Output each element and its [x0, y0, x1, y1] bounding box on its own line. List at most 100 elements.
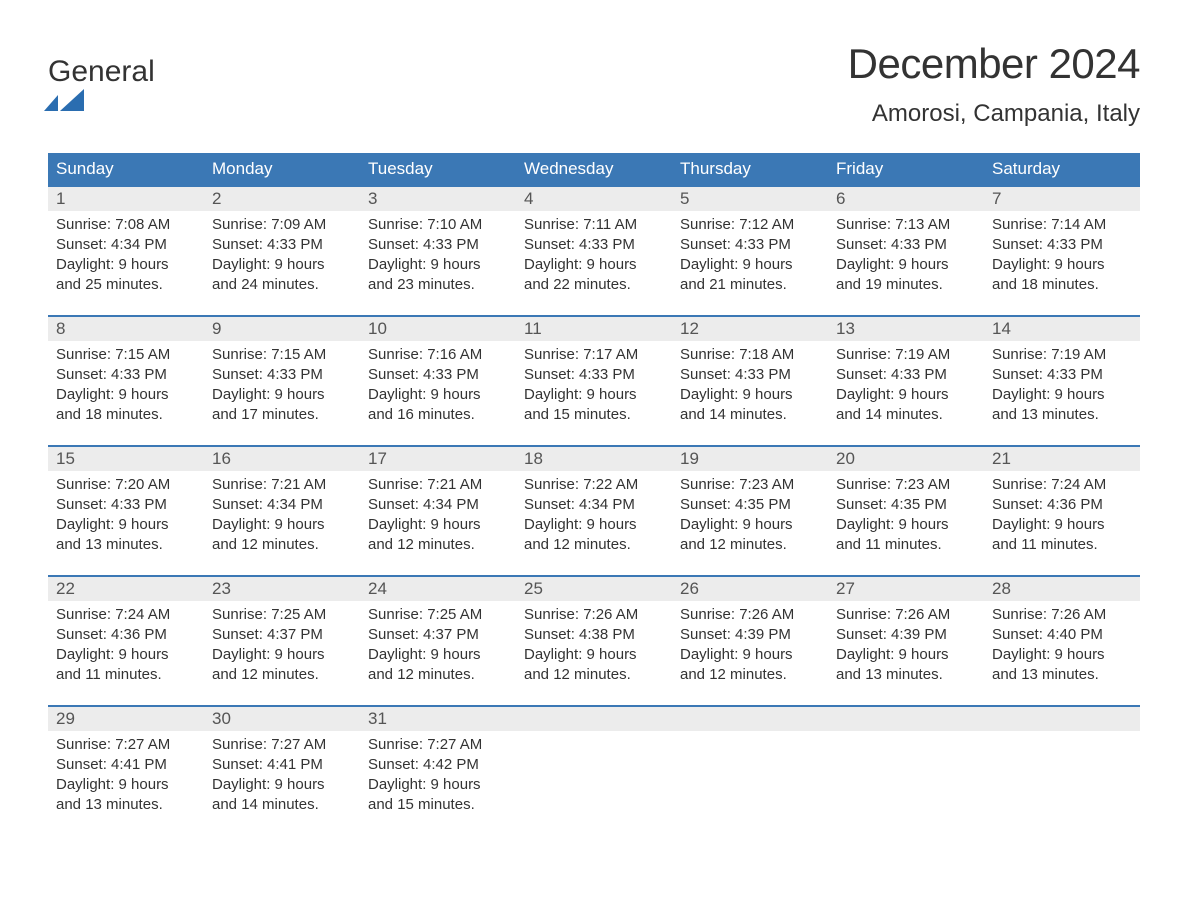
day-number: 17 [360, 447, 516, 471]
day-number: 3 [360, 187, 516, 211]
day-daylight2: and 25 minutes. [56, 275, 196, 295]
day-cell: 1Sunrise: 7:08 AMSunset: 4:34 PMDaylight… [48, 187, 204, 315]
day-daylight1: Daylight: 9 hours [368, 255, 508, 275]
day-content: Sunrise: 7:18 AMSunset: 4:33 PMDaylight:… [672, 341, 828, 426]
day-cell: 14Sunrise: 7:19 AMSunset: 4:33 PMDayligh… [984, 317, 1140, 445]
day-daylight1: Daylight: 9 hours [992, 385, 1132, 405]
weeks-container: 1Sunrise: 7:08 AMSunset: 4:34 PMDaylight… [48, 185, 1140, 835]
day-content: Sunrise: 7:13 AMSunset: 4:33 PMDaylight:… [828, 211, 984, 296]
day-cell: 29Sunrise: 7:27 AMSunset: 4:41 PMDayligh… [48, 707, 204, 835]
day-daylight1: Daylight: 9 hours [836, 515, 976, 535]
day-daylight2: and 15 minutes. [524, 405, 664, 425]
day-sunset: Sunset: 4:39 PM [680, 625, 820, 645]
weekday-header: Tuesday [360, 153, 516, 185]
day-sunrise: Sunrise: 7:26 AM [524, 605, 664, 625]
day-content: Sunrise: 7:25 AMSunset: 4:37 PMDaylight:… [204, 601, 360, 686]
day-sunrise: Sunrise: 7:26 AM [680, 605, 820, 625]
day-cell: 22Sunrise: 7:24 AMSunset: 4:36 PMDayligh… [48, 577, 204, 705]
day-cell: 5Sunrise: 7:12 AMSunset: 4:33 PMDaylight… [672, 187, 828, 315]
day-content: Sunrise: 7:26 AMSunset: 4:38 PMDaylight:… [516, 601, 672, 686]
day-sunrise: Sunrise: 7:20 AM [56, 475, 196, 495]
day-number: 12 [672, 317, 828, 341]
day-sunset: Sunset: 4:33 PM [212, 235, 352, 255]
day-cell: 13Sunrise: 7:19 AMSunset: 4:33 PMDayligh… [828, 317, 984, 445]
day-number: 21 [984, 447, 1140, 471]
day-sunset: Sunset: 4:35 PM [836, 495, 976, 515]
day-daylight2: and 12 minutes. [524, 535, 664, 555]
day-content: Sunrise: 7:24 AMSunset: 4:36 PMDaylight:… [984, 471, 1140, 556]
day-daylight1: Daylight: 9 hours [836, 255, 976, 275]
day-daylight1: Daylight: 9 hours [212, 775, 352, 795]
day-cell: 12Sunrise: 7:18 AMSunset: 4:33 PMDayligh… [672, 317, 828, 445]
day-daylight1: Daylight: 9 hours [368, 385, 508, 405]
day-sunrise: Sunrise: 7:09 AM [212, 215, 352, 235]
day-daylight1: Daylight: 9 hours [212, 645, 352, 665]
week-row: 1Sunrise: 7:08 AMSunset: 4:34 PMDaylight… [48, 185, 1140, 315]
day-number: 14 [984, 317, 1140, 341]
day-daylight1: Daylight: 9 hours [680, 385, 820, 405]
day-number: 19 [672, 447, 828, 471]
day-daylight2: and 13 minutes. [56, 535, 196, 555]
day-sunrise: Sunrise: 7:08 AM [56, 215, 196, 235]
day-daylight2: and 13 minutes. [992, 405, 1132, 425]
day-sunset: Sunset: 4:33 PM [212, 365, 352, 385]
calendar: Sunday Monday Tuesday Wednesday Thursday… [48, 153, 1140, 835]
day-content: Sunrise: 7:11 AMSunset: 4:33 PMDaylight:… [516, 211, 672, 296]
day-content: Sunrise: 7:15 AMSunset: 4:33 PMDaylight:… [204, 341, 360, 426]
day-sunset: Sunset: 4:33 PM [524, 235, 664, 255]
weekday-header: Monday [204, 153, 360, 185]
day-sunrise: Sunrise: 7:16 AM [368, 345, 508, 365]
day-content: Sunrise: 7:12 AMSunset: 4:33 PMDaylight:… [672, 211, 828, 296]
week-row: 22Sunrise: 7:24 AMSunset: 4:36 PMDayligh… [48, 575, 1140, 705]
week-row: 15Sunrise: 7:20 AMSunset: 4:33 PMDayligh… [48, 445, 1140, 575]
day-number: 26 [672, 577, 828, 601]
day-cell: 17Sunrise: 7:21 AMSunset: 4:34 PMDayligh… [360, 447, 516, 575]
day-number: 28 [984, 577, 1140, 601]
day-content: Sunrise: 7:19 AMSunset: 4:33 PMDaylight:… [828, 341, 984, 426]
day-cell: 27Sunrise: 7:26 AMSunset: 4:39 PMDayligh… [828, 577, 984, 705]
day-daylight1: Daylight: 9 hours [56, 775, 196, 795]
day-sunrise: Sunrise: 7:22 AM [524, 475, 664, 495]
day-sunset: Sunset: 4:41 PM [56, 755, 196, 775]
day-daylight2: and 12 minutes. [680, 665, 820, 685]
day-sunrise: Sunrise: 7:23 AM [680, 475, 820, 495]
day-daylight2: and 24 minutes. [212, 275, 352, 295]
logo: General Blue [48, 40, 155, 145]
day-daylight2: and 14 minutes. [212, 795, 352, 815]
day-cell [828, 707, 984, 835]
week-row: 29Sunrise: 7:27 AMSunset: 4:41 PMDayligh… [48, 705, 1140, 835]
day-content: Sunrise: 7:21 AMSunset: 4:34 PMDaylight:… [204, 471, 360, 556]
day-cell: 4Sunrise: 7:11 AMSunset: 4:33 PMDaylight… [516, 187, 672, 315]
day-content: Sunrise: 7:23 AMSunset: 4:35 PMDaylight:… [672, 471, 828, 556]
day-sunrise: Sunrise: 7:21 AM [368, 475, 508, 495]
day-daylight1: Daylight: 9 hours [524, 515, 664, 535]
day-daylight1: Daylight: 9 hours [212, 255, 352, 275]
day-sunrise: Sunrise: 7:10 AM [368, 215, 508, 235]
month-title: December 2024 [848, 40, 1140, 88]
day-daylight2: and 15 minutes. [368, 795, 508, 815]
day-number: 13 [828, 317, 984, 341]
day-sunrise: Sunrise: 7:11 AM [524, 215, 664, 235]
day-content: Sunrise: 7:27 AMSunset: 4:41 PMDaylight:… [48, 731, 204, 816]
day-daylight1: Daylight: 9 hours [368, 775, 508, 795]
weekday-header-row: Sunday Monday Tuesday Wednesday Thursday… [48, 153, 1140, 185]
day-daylight2: and 12 minutes. [680, 535, 820, 555]
day-cell: 7Sunrise: 7:14 AMSunset: 4:33 PMDaylight… [984, 187, 1140, 315]
day-daylight2: and 22 minutes. [524, 275, 664, 295]
day-daylight2: and 11 minutes. [56, 665, 196, 685]
day-number: 7 [984, 187, 1140, 211]
day-daylight1: Daylight: 9 hours [524, 255, 664, 275]
day-sunset: Sunset: 4:33 PM [368, 235, 508, 255]
day-daylight2: and 13 minutes. [56, 795, 196, 815]
day-cell: 3Sunrise: 7:10 AMSunset: 4:33 PMDaylight… [360, 187, 516, 315]
day-daylight2: and 16 minutes. [368, 405, 508, 425]
day-daylight1: Daylight: 9 hours [836, 645, 976, 665]
day-number: 23 [204, 577, 360, 601]
header: General Blue December 2024 Amorosi, Camp… [48, 40, 1140, 145]
weekday-header: Wednesday [516, 153, 672, 185]
day-content: Sunrise: 7:10 AMSunset: 4:33 PMDaylight:… [360, 211, 516, 296]
day-sunrise: Sunrise: 7:25 AM [368, 605, 508, 625]
day-sunrise: Sunrise: 7:15 AM [56, 345, 196, 365]
day-content: Sunrise: 7:26 AMSunset: 4:40 PMDaylight:… [984, 601, 1140, 686]
day-content: Sunrise: 7:09 AMSunset: 4:33 PMDaylight:… [204, 211, 360, 296]
